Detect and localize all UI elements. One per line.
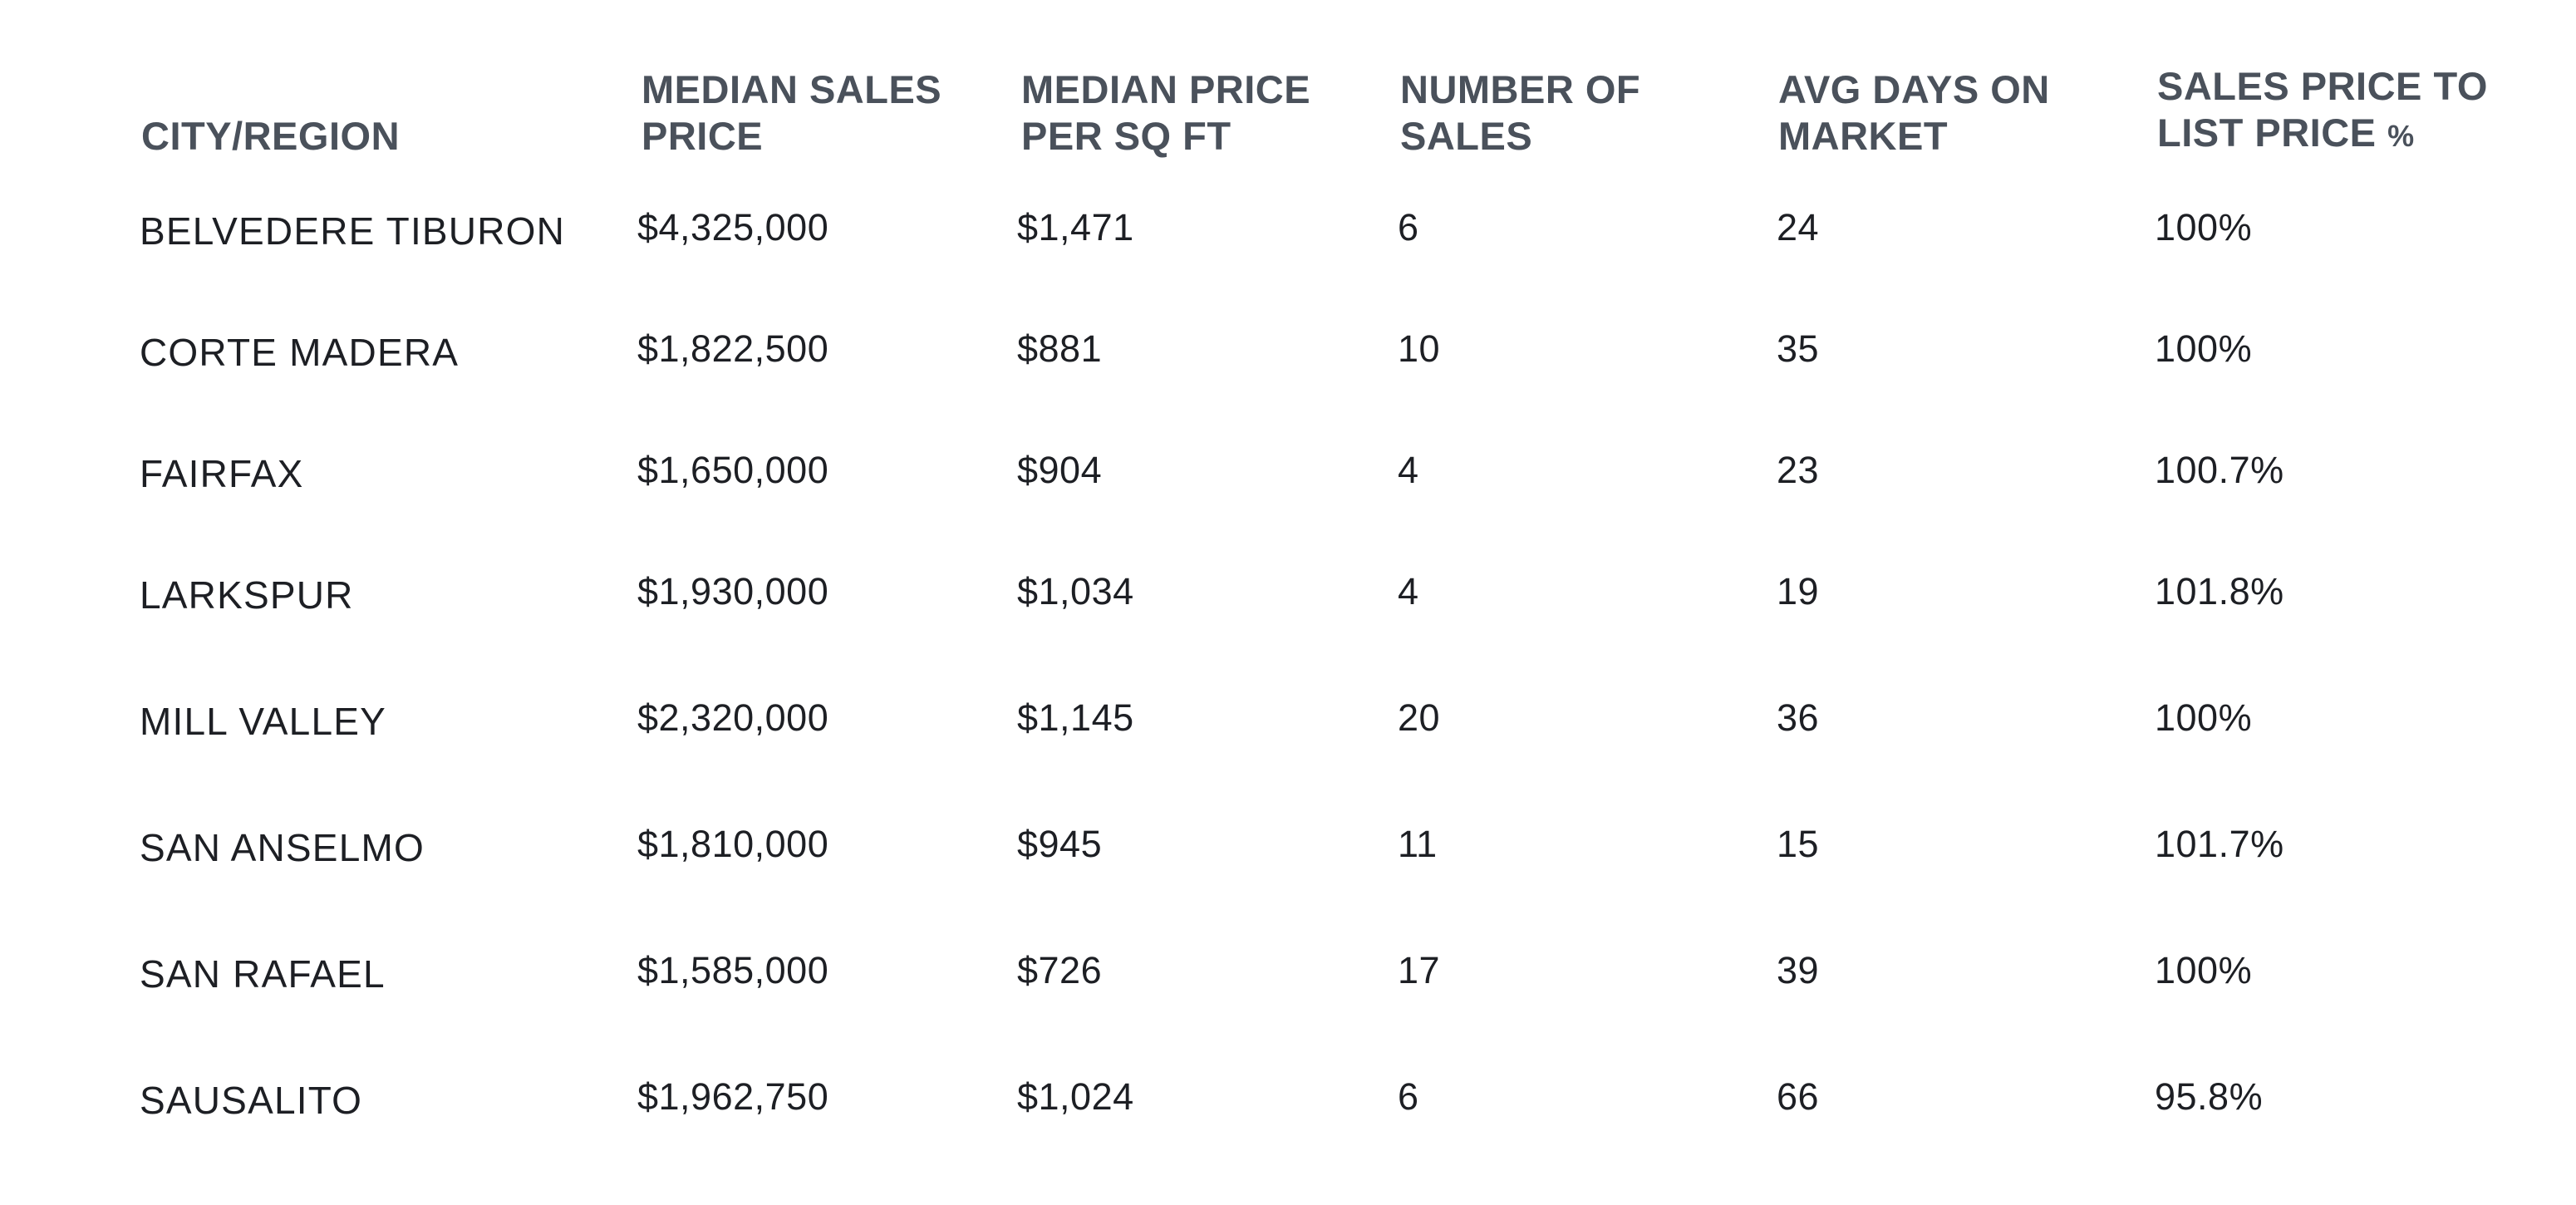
cell-avg-days-on-market: 19 <box>1777 570 1820 612</box>
table-header-row: CITY/REGION MEDIAN SALES PRICE MEDIAN PR… <box>0 0 2576 199</box>
header-avg-days-on-market-line2: MARKET <box>1778 114 1949 158</box>
cell-number-of-sales: 4 <box>1398 570 1419 612</box>
cell-avg-days-on-market: 36 <box>1777 696 1820 739</box>
header-median-sales-price-line2: PRICE <box>642 114 764 158</box>
cell-avg-days-on-market: 23 <box>1777 449 1820 491</box>
cell-avg-days-on-market: 24 <box>1777 206 1820 248</box>
cell-city: LARKSPUR <box>140 573 354 617</box>
header-sales-to-list-price-line1: SALES PRICE TO <box>2157 64 2488 108</box>
header-median-sales-price-line1: MEDIAN SALES <box>642 67 942 111</box>
cell-sales-to-list-price: 95.8% <box>2155 1075 2264 1118</box>
cell-city: SAN RAFAEL <box>140 952 386 996</box>
cell-avg-days-on-market: 15 <box>1777 823 1820 865</box>
cell-median-sales-price: $1,822,500 <box>637 327 829 370</box>
cell-sales-to-list-price: 101.7% <box>2155 823 2284 865</box>
table-row: MILL VALLEY $2,320,000 $1,145 20 36 100% <box>0 676 2576 760</box>
cell-number-of-sales: 4 <box>1398 449 1419 491</box>
cell-median-price-per-sqft: $945 <box>1017 823 1103 865</box>
cell-city: MILL VALLEY <box>140 700 387 743</box>
table-row: BELVEDERE TIBURON $4,325,000 $1,471 6 24… <box>0 186 2576 269</box>
cell-number-of-sales: 10 <box>1398 327 1441 370</box>
header-median-price-per-sqft: MEDIAN PRICE PER SQ FT <box>1021 66 1310 160</box>
header-median-sales-price: MEDIAN SALES PRICE <box>642 66 941 160</box>
table-row: FAIRFAX $1,650,000 $904 4 23 100.7% <box>0 429 2576 512</box>
cell-number-of-sales: 6 <box>1398 1075 1419 1118</box>
cell-avg-days-on-market: 35 <box>1777 327 1820 370</box>
cell-sales-to-list-price: 100% <box>2155 327 2253 370</box>
cell-median-sales-price: $2,320,000 <box>637 696 829 739</box>
cell-median-price-per-sqft: $1,024 <box>1017 1075 1134 1118</box>
cell-median-sales-price: $1,650,000 <box>637 449 829 491</box>
header-number-of-sales-line2: SALES <box>1400 114 1533 158</box>
header-median-price-per-sqft-line1: MEDIAN PRICE <box>1021 67 1311 111</box>
header-number-of-sales: NUMBER OF SALES <box>1400 66 1640 160</box>
header-city-region-label: CITY/REGION <box>141 114 401 158</box>
header-median-price-per-sqft-line2: PER SQ FT <box>1021 114 1231 158</box>
header-sales-to-list-price-line2: LIST PRICE <box>2157 111 2377 155</box>
header-sales-to-list-price-percent: % <box>2387 119 2415 153</box>
cell-median-price-per-sqft: $1,471 <box>1017 206 1134 248</box>
cell-sales-to-list-price: 100% <box>2155 206 2253 248</box>
cell-city: BELVEDERE TIBURON <box>140 209 566 253</box>
cell-median-sales-price: $1,585,000 <box>637 949 829 991</box>
header-avg-days-on-market: AVG DAYS ON MARKET <box>1778 66 2050 160</box>
cell-sales-to-list-price: 100.7% <box>2155 449 2284 491</box>
header-sales-to-list-price: SALES PRICE TO LIST PRICE % <box>2157 63 2488 160</box>
cell-city: SAN ANSELMO <box>140 826 425 869</box>
header-city-region: CITY/REGION <box>141 113 400 160</box>
cell-city: SAUSALITO <box>140 1079 363 1122</box>
cell-sales-to-list-price: 100% <box>2155 949 2253 991</box>
table-row: SAN ANSELMO $1,810,000 $945 11 15 101.7% <box>0 803 2576 886</box>
cell-median-price-per-sqft: $1,034 <box>1017 570 1134 612</box>
cell-number-of-sales: 6 <box>1398 206 1419 248</box>
cell-city: FAIRFAX <box>140 452 304 495</box>
header-number-of-sales-line1: NUMBER OF <box>1400 67 1641 111</box>
cell-median-price-per-sqft: $1,145 <box>1017 696 1134 739</box>
table-row: SAUSALITO $1,962,750 $1,024 6 66 95.8% <box>0 1055 2576 1139</box>
cell-median-sales-price: $1,930,000 <box>637 570 829 612</box>
cell-median-sales-price: $4,325,000 <box>637 206 829 248</box>
cell-avg-days-on-market: 66 <box>1777 1075 1820 1118</box>
cell-median-price-per-sqft: $881 <box>1017 327 1103 370</box>
cell-city: CORTE MADERA <box>140 331 460 374</box>
cell-median-price-per-sqft: $904 <box>1017 449 1103 491</box>
cell-sales-to-list-price: 101.8% <box>2155 570 2284 612</box>
table-row: LARKSPUR $1,930,000 $1,034 4 19 101.8% <box>0 550 2576 633</box>
cell-avg-days-on-market: 39 <box>1777 949 1820 991</box>
cell-sales-to-list-price: 100% <box>2155 696 2253 739</box>
cell-number-of-sales: 17 <box>1398 949 1441 991</box>
table-row: SAN RAFAEL $1,585,000 $726 17 39 100% <box>0 929 2576 1012</box>
header-avg-days-on-market-line1: AVG DAYS ON <box>1778 67 2050 111</box>
cell-median-sales-price: $1,962,750 <box>637 1075 829 1118</box>
cell-median-sales-price: $1,810,000 <box>637 823 829 865</box>
cell-median-price-per-sqft: $726 <box>1017 949 1103 991</box>
table-row: CORTE MADERA $1,822,500 $881 10 35 100% <box>0 307 2576 391</box>
cell-number-of-sales: 20 <box>1398 696 1441 739</box>
cell-number-of-sales: 11 <box>1398 823 1438 865</box>
